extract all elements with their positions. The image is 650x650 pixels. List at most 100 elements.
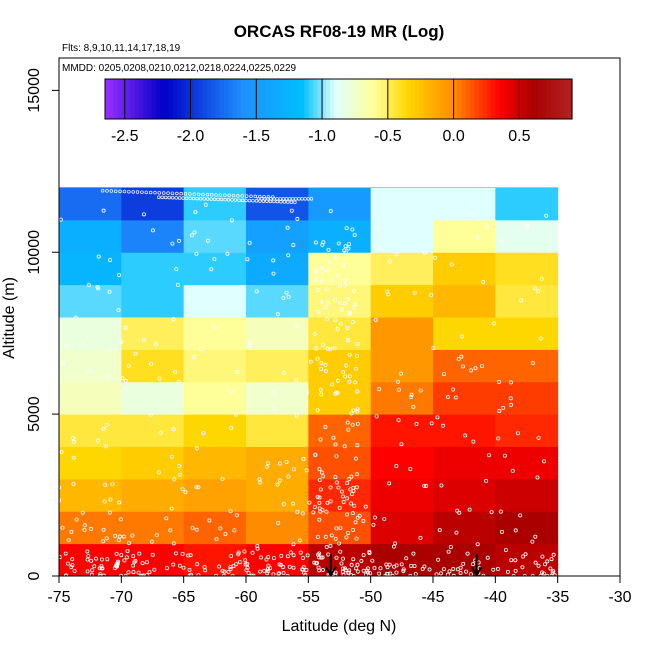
observation-point [364, 568, 369, 573]
observation-point [141, 212, 146, 217]
observation-point [525, 223, 530, 228]
heatmap-cell [308, 219, 372, 253]
colorbar-segment [172, 79, 178, 119]
observation-point [154, 533, 159, 538]
observation-point [178, 472, 183, 477]
observation-point [341, 263, 346, 268]
observation-point [313, 452, 318, 457]
observation-point [338, 301, 343, 306]
observation-point [209, 267, 214, 272]
observation-point [340, 556, 345, 561]
heatmap-cell [183, 187, 247, 188]
observation-point [341, 500, 346, 505]
observation-point [333, 570, 338, 575]
heatmap-cell [370, 478, 434, 512]
observation-point [150, 228, 155, 233]
observation-point [343, 301, 348, 306]
colorbar-segment [321, 79, 327, 119]
observation-point [337, 284, 342, 289]
observation-point [255, 544, 260, 549]
observation-point [343, 363, 348, 368]
observation-point [108, 258, 113, 263]
colorbar-segment [304, 79, 310, 119]
observation-point [324, 509, 329, 514]
observation-point [186, 553, 191, 558]
observation-point [328, 209, 333, 214]
observation-point [317, 517, 322, 522]
observation-point [355, 515, 360, 520]
observation-point [305, 390, 310, 395]
heatmap-cell [59, 252, 122, 286]
colorbar-segment [270, 79, 276, 119]
observation-point [291, 553, 296, 558]
heatmap-cell [121, 511, 185, 545]
colorbar-segment [351, 79, 357, 119]
observation-point [188, 196, 192, 201]
observation-point [343, 278, 348, 283]
colorbar-segment [138, 79, 144, 119]
observation-point [345, 512, 350, 517]
observation-point [236, 552, 241, 557]
colorbar-tick-label: -2.0 [177, 128, 205, 145]
heatmap-cell [308, 317, 372, 350]
observation-point [218, 193, 223, 197]
heatmap-cell [495, 349, 559, 383]
observation-point [152, 567, 157, 572]
observation-point [229, 554, 234, 559]
observation-point [240, 198, 245, 203]
colorbar-segment [487, 79, 492, 119]
observation-point [549, 557, 554, 562]
observation-point [339, 307, 344, 312]
observation-point [236, 550, 241, 555]
observation-point [316, 287, 321, 292]
observation-point [104, 536, 109, 541]
colorbar-tick-label: 0.0 [442, 128, 464, 145]
observation-point [131, 563, 136, 568]
observation-point [328, 485, 333, 490]
observation-point [247, 240, 252, 245]
observation-point [264, 557, 269, 562]
observation-point [258, 480, 263, 485]
observation-point [317, 467, 322, 472]
heatmap-cell [59, 543, 122, 577]
colorbar-segment [559, 79, 565, 119]
colorbar-segment [249, 79, 255, 119]
heatmap-cell [370, 219, 434, 253]
observation-point [100, 188, 105, 193]
observation-point [420, 567, 425, 572]
heatmap-cell [121, 317, 185, 350]
observation-point [291, 565, 296, 570]
heatmap-cell [370, 414, 434, 447]
flights-label: Flts: 8,9,10,11,14,17,18,19 [62, 43, 181, 54]
observation-point [165, 566, 170, 571]
heatmap-cell [495, 187, 559, 188]
observation-point [97, 566, 102, 571]
observation-point [171, 541, 176, 546]
observation-point [352, 232, 357, 237]
observation-point [194, 446, 199, 451]
observation-point [227, 193, 231, 198]
observation-point [266, 195, 271, 199]
observation-point [135, 190, 140, 194]
observation-point [552, 573, 557, 578]
observation-point [57, 555, 62, 560]
colorbar-segment [478, 79, 484, 119]
observation-point [422, 483, 427, 488]
observation-point [346, 530, 351, 535]
heatmap-cell [59, 219, 122, 253]
heatmap-cell [370, 317, 434, 350]
observation-point [337, 505, 342, 510]
observation-point [198, 197, 203, 201]
colorbar-segment [414, 79, 420, 119]
observation-point [281, 570, 286, 575]
observation-point [308, 359, 313, 364]
colorbar-segment [521, 79, 526, 119]
colorbar-segment [546, 79, 552, 119]
observation-point [401, 568, 406, 573]
colorbar-segment [330, 79, 335, 119]
observation-point [349, 492, 354, 497]
observation-point [292, 467, 297, 472]
observation-point [242, 549, 247, 554]
observation-point [431, 346, 436, 351]
observation-point [543, 562, 548, 567]
